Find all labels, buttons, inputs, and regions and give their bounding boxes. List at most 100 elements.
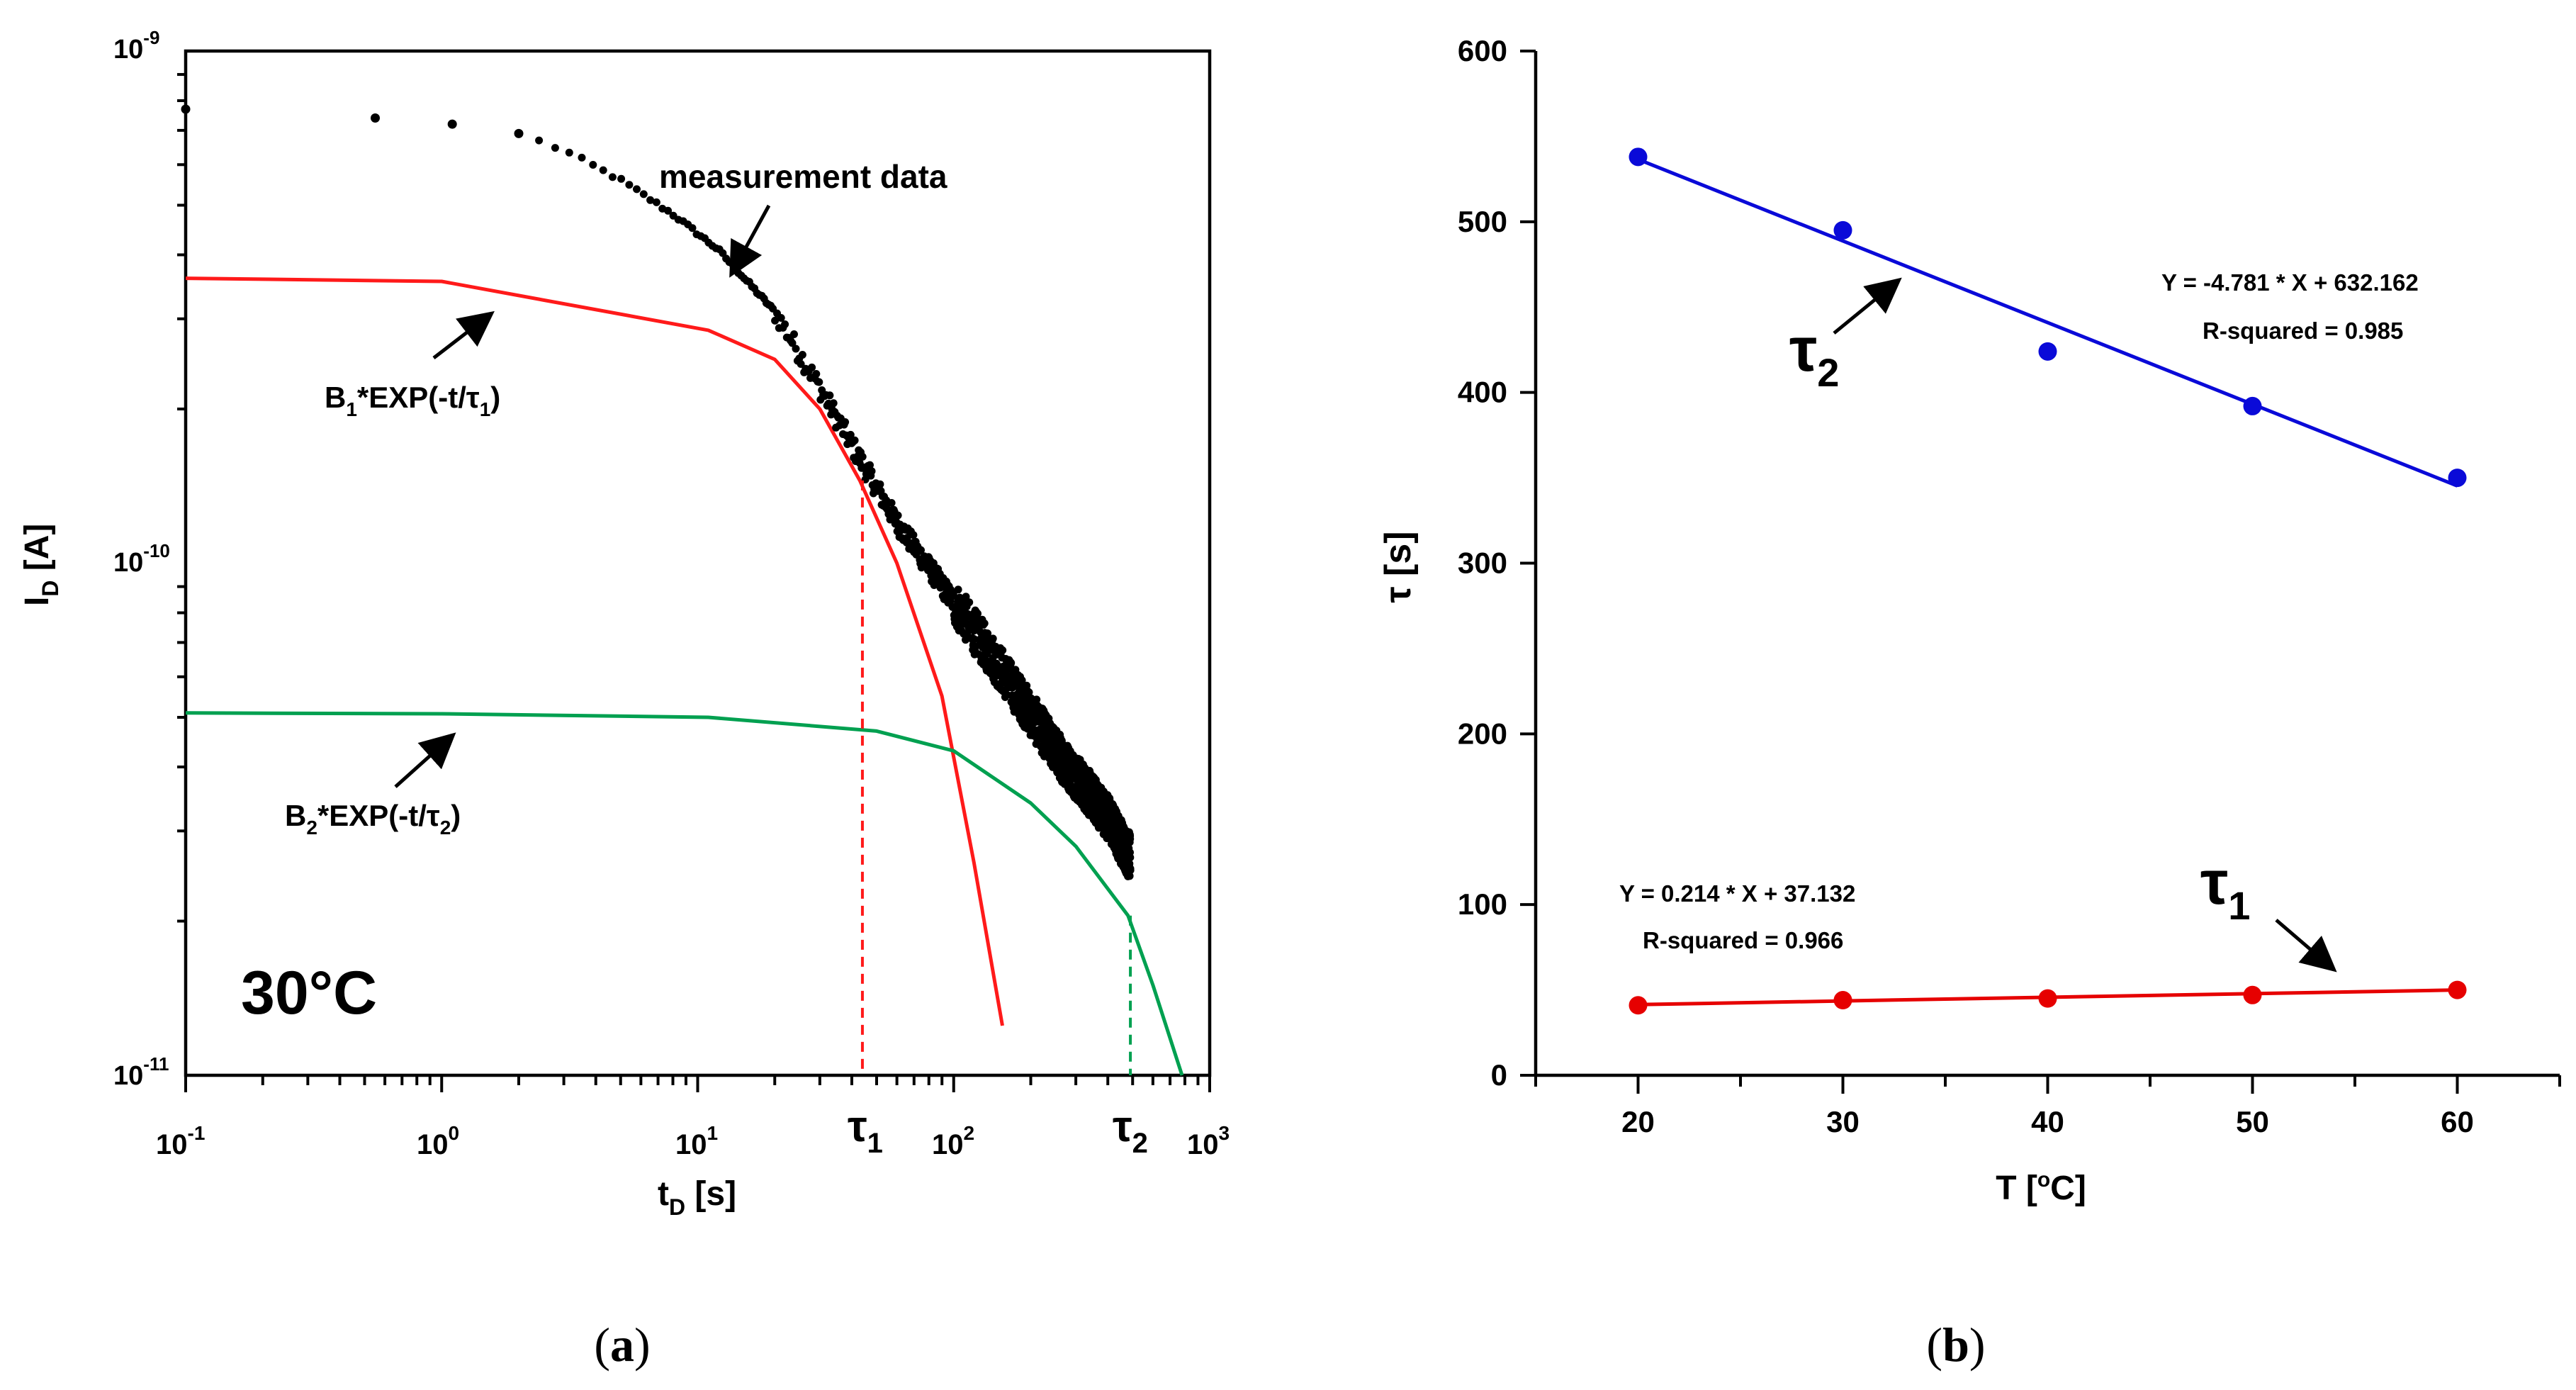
panel-b-data-point: [1833, 991, 1852, 1010]
panel-b-y-axis-label: τ [s]: [1378, 531, 1419, 602]
panel-b-points: [1629, 147, 2467, 1015]
panel-b-data-point: [2243, 396, 2262, 415]
panel-a-measurement-point: [639, 190, 648, 198]
panel-a-measurement-point: [808, 363, 816, 371]
panel-a-plot-frame: [184, 49, 1212, 1077]
panel-a: 10-9 10-10 10-11 10-1 100 101 102 103 tD…: [18, 27, 1230, 1372]
panel-a-tau-markers: [860, 480, 1132, 1075]
panel-a-measurement-point: [970, 635, 979, 644]
panel-a-measurement-point: [917, 546, 925, 554]
panel-b-data-point: [2038, 342, 2057, 361]
panel-a-measurement-point: [578, 153, 586, 162]
panel-b-y-tick-label: 400: [1458, 376, 1507, 409]
panel-b-data-point: [2448, 980, 2467, 999]
panel-a-measurement-point: [447, 119, 457, 129]
panel-a-fit2-arrow: [394, 732, 456, 788]
panel-a-measurement-point: [781, 320, 789, 328]
panel-a-measurement-point: [829, 399, 838, 408]
panel-b-y-tick-label: 100: [1458, 887, 1507, 921]
panel-a-measurement-point: [866, 461, 874, 469]
panel-a-ticks: [177, 73, 1211, 1092]
panel-a-measurement-point: [589, 161, 597, 169]
panel-a-measurement-point: [1126, 866, 1135, 875]
panel-b-ticks: [1520, 50, 2561, 1094]
panel-a-measurement-point: [867, 467, 876, 476]
panel-a-measurement-point: [1033, 695, 1041, 704]
panel-a-measurement-point: [850, 436, 859, 444]
panel-b-tau1-label: τ1: [2200, 847, 2250, 928]
panel-a-measurement-point: [846, 430, 855, 439]
panel-a-measurement-points: [181, 104, 1135, 880]
panel-a-x-tick-label: 103: [1187, 1122, 1230, 1160]
panel-a-label: (a): [594, 1318, 650, 1372]
panel-a-measurement-point: [815, 378, 823, 386]
panel-b-data-point: [2448, 469, 2467, 488]
panel-a-measurement-point: [617, 174, 626, 183]
panel-a-measurement-point: [1126, 853, 1135, 862]
panel-a-measurement-point: [535, 136, 544, 145]
panel-b-data-point: [1629, 147, 1648, 167]
panel-a-measurement-point: [777, 314, 785, 322]
panel-a-measurement-point: [965, 598, 974, 607]
panel-a-y-axis-label: ID [A]: [18, 524, 63, 606]
panel-b-y-tick-label: 600: [1458, 34, 1507, 67]
panel-a-y-tick-label: 10-9: [113, 27, 159, 65]
panel-a-measurement-point: [989, 634, 997, 643]
panel-a-x-tick-label: 100: [417, 1122, 459, 1160]
panel-a-measurement-point: [876, 480, 884, 488]
panel-a-measurement-point: [788, 339, 797, 347]
panel-a-measurement-point: [771, 316, 780, 325]
panel-a-measurement-point: [798, 351, 806, 359]
panel-a-measurement-point: [1025, 688, 1033, 697]
panel-b-tick-labels: 0 100 200 300 400 500 600 20 30 40 50 60: [1458, 34, 2474, 1138]
panel-a-measurement-point: [797, 360, 805, 368]
panel-b-data-point: [2038, 989, 2057, 1008]
panel-a-measurement-point: [599, 166, 607, 174]
panel-a-measurement-annotation: measurement data: [659, 158, 947, 195]
panel-a-measurement-point: [181, 104, 191, 114]
panel-a-measurement-point: [950, 592, 958, 600]
panel-a-curves: [185, 276, 1184, 1076]
panel-b-tau1-arrow: [2275, 919, 2337, 973]
panel-a-y-tick-label: 10-10: [113, 540, 170, 578]
panel-a-measurement-point: [625, 181, 634, 189]
panel-a-measurement-point: [514, 128, 524, 138]
panel-a-measurement-point: [792, 344, 800, 353]
panel-a-measurement-point: [1125, 872, 1134, 880]
panel-b-x-tick-label: 40: [2031, 1105, 2064, 1138]
panel-a-temperature-label: 30°C: [241, 959, 377, 1027]
panel-a-fit1-arrow: [432, 310, 495, 359]
panel-a-fit-curve: [185, 276, 1004, 1026]
panel-b-y-tick-label: 0: [1491, 1058, 1507, 1092]
panel-b-x-axis-label: T [oC]: [1996, 1168, 2086, 1207]
panel-a-measurement-point: [826, 391, 834, 400]
panel-a-measurement-point: [664, 206, 673, 215]
panel-a-fit1-annotation: B1*EXP(-t/τ1): [325, 381, 500, 420]
panel-b-y-tick-label: 500: [1458, 205, 1507, 238]
panel-b-data-point: [1833, 220, 1852, 240]
panel-b-x-tick-label: 60: [2441, 1105, 2474, 1138]
panel-a-measurement-point: [887, 499, 896, 507]
panel-b-x-tick-label: 50: [2236, 1105, 2269, 1138]
panel-a-measurement-point: [954, 585, 962, 594]
panel-a-measurement-point: [999, 646, 1007, 654]
panel-a-measurement-point: [608, 173, 617, 181]
panel-a-fit-curve: [185, 711, 1184, 1076]
panel-a-measurement-point: [551, 144, 559, 152]
panel-a-tau2-label: τ2: [1113, 1102, 1148, 1159]
panel-a-x-axis-label: tD [s]: [658, 1175, 736, 1220]
panel-a-measurement-point: [894, 511, 902, 520]
panel-a-x-tick-label: 102: [932, 1122, 974, 1160]
panel-a-measurement-point: [909, 531, 918, 539]
panel-a-measurement-point: [688, 224, 697, 232]
panel-a-measurement-point: [984, 629, 992, 638]
panel-b-data-point: [2243, 985, 2262, 1004]
panel-a-measurement-point: [1018, 676, 1026, 685]
panel-b-tau2-label: τ2: [1789, 314, 1839, 395]
panel-a-measurement-point: [633, 185, 641, 194]
panel-a-measurement-point: [962, 593, 970, 601]
panel-b-tau1-equation: Y = 0.214 * X + 37.132: [1619, 880, 1855, 907]
panel-b-tau2-equation: Y = -4.781 * X + 632.162: [2161, 269, 2419, 296]
panel-b-x-tick-label: 20: [1621, 1105, 1655, 1138]
